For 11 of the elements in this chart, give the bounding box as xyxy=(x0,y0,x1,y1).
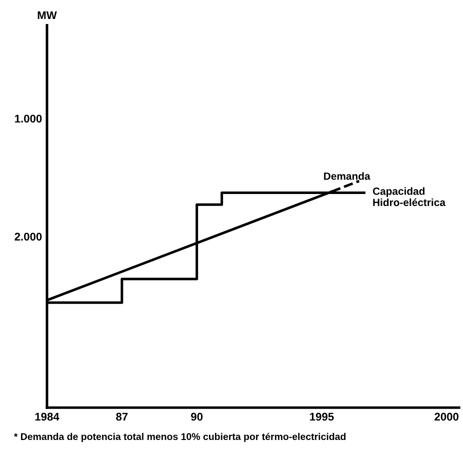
y-axis-title: MW xyxy=(38,11,57,20)
series-label: Capacidad Hidro-eléctrica xyxy=(372,187,446,206)
x-tick-label: 1995 xyxy=(310,412,334,421)
series-label: Demanda xyxy=(324,172,370,180)
x-tick-label: 2000 xyxy=(434,412,458,421)
y-tick-label: 1.000 xyxy=(15,114,42,123)
y-tick-label: 2.000 xyxy=(14,232,42,241)
x-tick-label: 87 xyxy=(116,412,128,421)
x-tick-label: 1984 xyxy=(35,412,60,421)
text: * Demanda de potencia total menos 10% cubierta por térmo-electricidad xyxy=(14,432,346,442)
x-tick-label: 90 xyxy=(191,412,203,421)
